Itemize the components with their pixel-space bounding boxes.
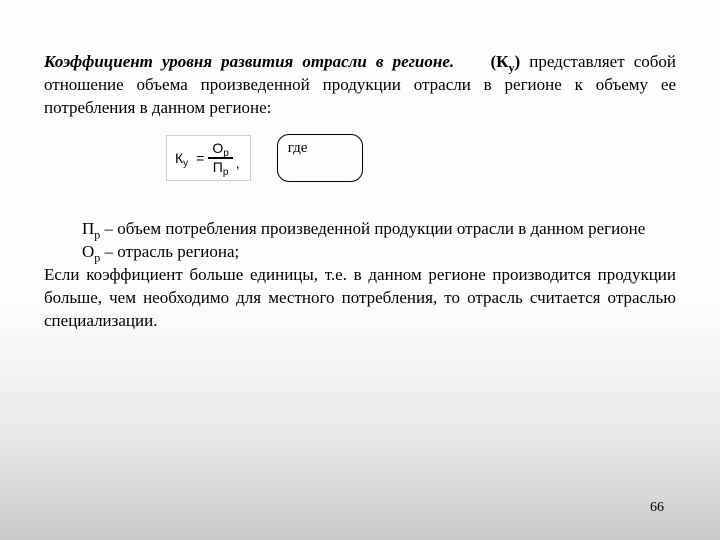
op-sym: О — [82, 242, 94, 261]
formula-box: Ку = Ор Пр , — [166, 135, 251, 181]
formula-lhs: Ку — [175, 151, 188, 165]
formula-row: Ку = Ор Пр , где — [166, 134, 676, 182]
pp-text: – объем потребления произведенной продук… — [100, 219, 645, 238]
pp-sym: П — [82, 219, 94, 238]
formula-comma: , — [236, 156, 240, 170]
body-block: Пр – объем потребления произведенной про… — [44, 218, 676, 333]
where-box: где — [277, 134, 363, 182]
formula-eq: = — [196, 151, 204, 165]
formula-den-sym: П — [213, 160, 223, 175]
conclusion-paragraph: Если коэффициент больше единицы, т.е. в … — [44, 264, 676, 333]
formula-K: К — [175, 151, 183, 165]
heading-title: Коэффициент уровня развития отрасли в ре… — [44, 52, 454, 71]
formula-numerator: Ор — [208, 141, 232, 156]
where-label: где — [288, 140, 308, 156]
heading-paragraph: Коэффициент уровня развития отрасли в ре… — [44, 51, 676, 120]
definition-op: Ор – отрасль региона; — [44, 241, 676, 264]
formula-num-sym: О — [212, 141, 223, 156]
heading-symbol-open: (К — [490, 52, 508, 71]
slide: Коэффициент уровня развития отрасли в ре… — [0, 0, 720, 540]
page-number: 66 — [650, 500, 664, 516]
op-text: – отрасль региона; — [100, 242, 239, 261]
formula-fraction: Ор Пр — [208, 141, 232, 175]
formula-denominator: Пр — [209, 160, 233, 175]
definition-pp: Пр – объем потребления произведенной про… — [44, 218, 676, 241]
